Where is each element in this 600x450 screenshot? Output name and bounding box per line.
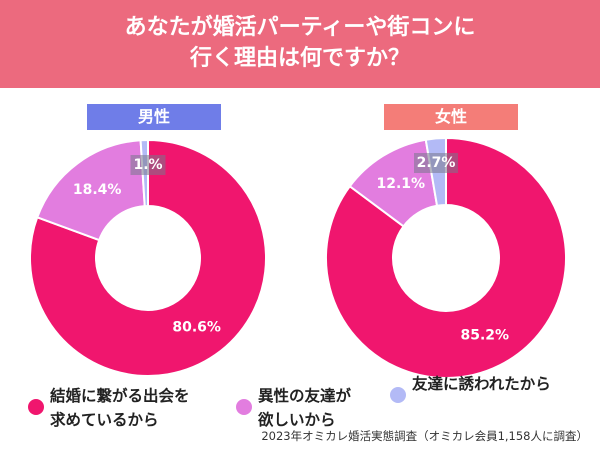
donut-slice-0-1 [35,139,146,242]
data-label-0-2: 1.% [133,157,162,173]
data-label-1-2: 2.7% [417,155,456,171]
data-label-0-0: 80.6% [172,320,221,336]
legend-item-friends: 異性の友達が 欲しいから [236,384,351,432]
data-label-1-1: 12.1% [377,176,426,192]
legend-item-marriage: 結婚に繋がる出会を 求めているから [28,384,190,432]
legend-label: 友達に誘われたから [412,375,551,393]
legend-dot-friends [236,399,252,415]
donut-slice-1-0 [325,136,567,379]
legend-label: 求めているから [50,411,159,429]
label-bg-1-2 [414,153,458,173]
female-badge: 女性 [384,104,518,130]
legend-item-invited: 友達に誘われたから [390,372,551,403]
data-label-1-0: 85.2% [460,327,509,343]
legend-label: 欲しいから [258,411,336,429]
title-line-2: 行く理由は何ですか？ [189,46,410,71]
source-note: 2023年オミカレ婚活実態調査（オミカレ会員1,158人に調査） [261,429,588,443]
title-line-1: あなたが婚活パーティーや街コンに [124,15,476,40]
male-badge: 男性 [87,104,221,130]
legend-dot-marriage [28,399,44,415]
legend-label: 異性の友達が [258,387,352,405]
legend-dot-invited [390,387,406,403]
title-banner: あなたが婚活パーティーや街コンに 行く理由は何ですか？ [0,0,600,88]
data-label-0-1: 18.4% [73,182,122,198]
donut-slice-0-0 [29,138,267,377]
legend-label: 結婚に繋がる出会を [50,387,190,405]
label-bg-0-2 [130,155,166,175]
